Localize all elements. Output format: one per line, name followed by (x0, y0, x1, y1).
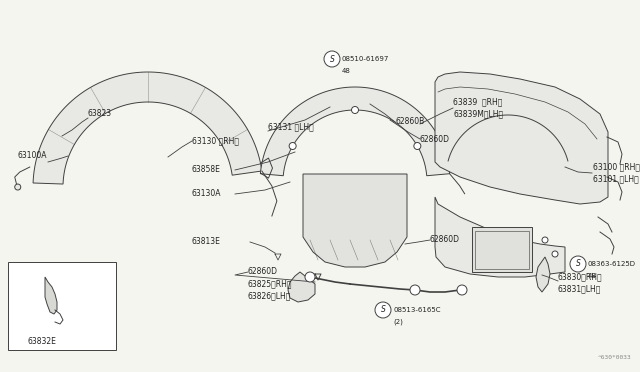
Text: 63826〈LH〉: 63826〈LH〉 (248, 292, 291, 301)
Polygon shape (536, 257, 550, 292)
Text: 48: 48 (588, 273, 597, 279)
Text: 63832E: 63832E (28, 337, 57, 346)
Circle shape (552, 251, 558, 257)
Circle shape (351, 106, 358, 113)
Bar (472, 227, 532, 272)
Text: 08513-6165C: 08513-6165C (393, 307, 440, 313)
Text: 62860B: 62860B (395, 118, 424, 126)
Text: 62860D: 62860D (420, 135, 450, 144)
Circle shape (570, 256, 586, 272)
Text: S: S (330, 55, 335, 64)
Bar (475, 231, 529, 269)
Text: (2): (2) (393, 319, 403, 325)
Text: 63823: 63823 (88, 109, 112, 119)
Text: 63130A: 63130A (192, 189, 221, 199)
Circle shape (324, 51, 340, 67)
Text: 63839  〈RH〉: 63839 〈RH〉 (453, 97, 502, 106)
Text: S: S (575, 260, 580, 269)
Text: 08363-6125D: 08363-6125D (588, 261, 636, 267)
Text: 63100A: 63100A (18, 151, 47, 160)
Polygon shape (288, 272, 315, 302)
Text: 48: 48 (342, 68, 351, 74)
Text: ^630*0033: ^630*0033 (598, 355, 632, 360)
Circle shape (375, 302, 391, 318)
Text: 63825〈RH〉: 63825〈RH〉 (248, 279, 292, 289)
Polygon shape (260, 87, 450, 176)
Polygon shape (45, 277, 57, 314)
Polygon shape (303, 174, 407, 267)
Circle shape (305, 272, 315, 282)
Text: 63839M〈LH〉: 63839M〈LH〉 (453, 109, 503, 119)
Text: 63101 〈LH〉: 63101 〈LH〉 (593, 174, 639, 183)
Text: 62860D: 62860D (248, 267, 278, 276)
Circle shape (289, 142, 296, 150)
Polygon shape (33, 72, 262, 184)
Text: 63813E: 63813E (192, 237, 221, 247)
Text: 63831〈LH〉: 63831〈LH〉 (558, 285, 602, 294)
Text: 08510-61697: 08510-61697 (342, 56, 389, 62)
Text: 63100 〈RH〉: 63100 〈RH〉 (593, 163, 640, 171)
Text: 63830〈RH〉: 63830〈RH〉 (558, 273, 603, 282)
Circle shape (542, 237, 548, 243)
Circle shape (410, 285, 420, 295)
Bar (8, 262, 116, 350)
Polygon shape (435, 197, 565, 277)
Text: 63131 〈LH〉: 63131 〈LH〉 (268, 122, 314, 131)
Text: 63130 〈RH〉: 63130 〈RH〉 (192, 137, 239, 145)
Circle shape (414, 142, 421, 150)
Text: 62860D: 62860D (430, 235, 460, 244)
Circle shape (15, 184, 20, 190)
Polygon shape (435, 72, 608, 204)
Text: S: S (381, 305, 385, 314)
Text: 63858E: 63858E (192, 166, 221, 174)
Circle shape (457, 285, 467, 295)
